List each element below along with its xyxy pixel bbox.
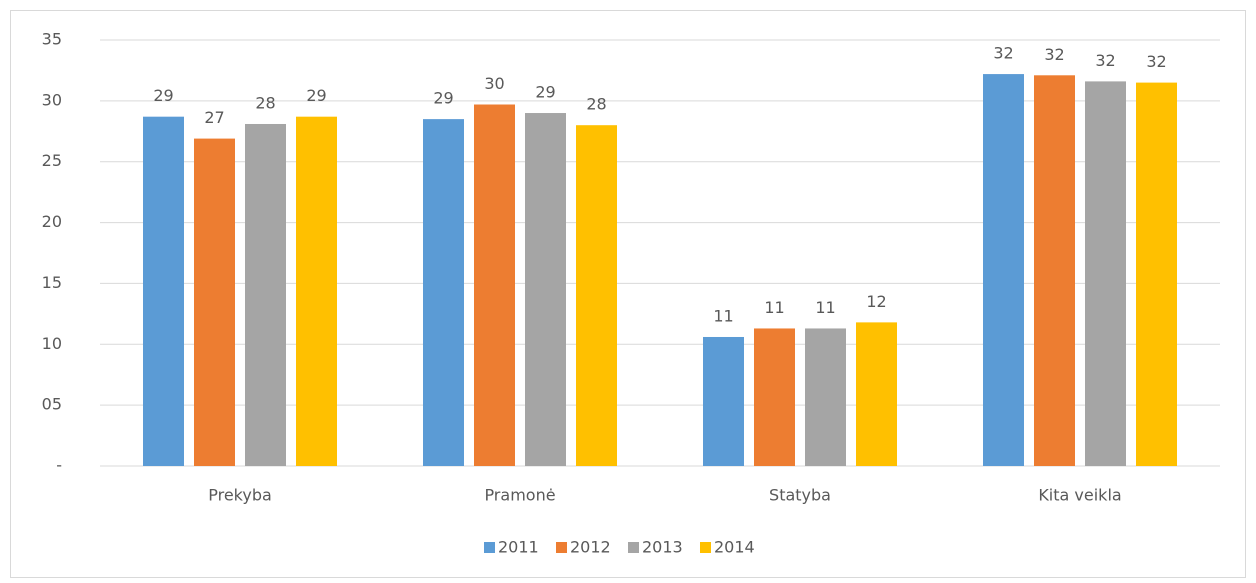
value-label: 11 [713,306,733,325]
bar [525,113,566,467]
bar [754,328,795,466]
value-label: 11 [815,298,835,317]
legend-swatch [556,542,567,553]
legend-label: 2011 [498,538,539,557]
bar [1136,82,1177,466]
value-label: 28 [255,93,275,112]
value-label: 29 [433,89,453,108]
y-tick-label: 05 [42,395,62,414]
value-label: 28 [586,95,606,114]
bar [423,119,464,466]
y-tick-label: - [56,456,62,475]
y-tick-label: 25 [42,151,62,170]
legend-swatch [484,542,495,553]
bar [194,138,235,467]
value-label: 32 [1095,51,1115,70]
value-label: 12 [866,292,886,311]
legend-label: 2013 [642,538,683,557]
value-label: 32 [993,44,1013,63]
bar [1085,81,1126,466]
bar [805,328,846,466]
value-label: 30 [484,74,504,93]
legend-swatch [700,542,711,553]
value-label: 29 [153,86,173,105]
value-label: 27 [204,108,224,127]
y-tick-label: 10 [42,334,62,353]
bar [1034,75,1075,466]
bar [983,74,1024,466]
bar [296,116,337,467]
legend-label: 2014 [714,538,755,557]
bar [576,125,617,466]
value-label: 32 [1146,52,1166,71]
bar [143,116,184,467]
value-label: 11 [764,298,784,317]
legend-label: 2012 [570,538,611,557]
value-label: 32 [1044,45,1064,64]
bar [703,336,744,466]
x-tick-label: Pramonė [484,486,555,505]
bar [245,123,286,467]
bar [856,322,897,466]
y-tick-label: 30 [42,90,62,109]
y-tick-label: 20 [42,212,62,231]
y-tick-label: 15 [42,273,62,292]
legend-swatch [628,542,639,553]
y-tick-label: 35 [42,30,62,49]
value-label: 29 [306,86,326,105]
x-tick-label: Statyba [769,486,831,505]
value-label: 29 [535,83,555,102]
x-tick-label: Prekyba [208,486,272,505]
x-tick-label: Kita veikla [1038,486,1121,505]
bar [474,104,515,466]
